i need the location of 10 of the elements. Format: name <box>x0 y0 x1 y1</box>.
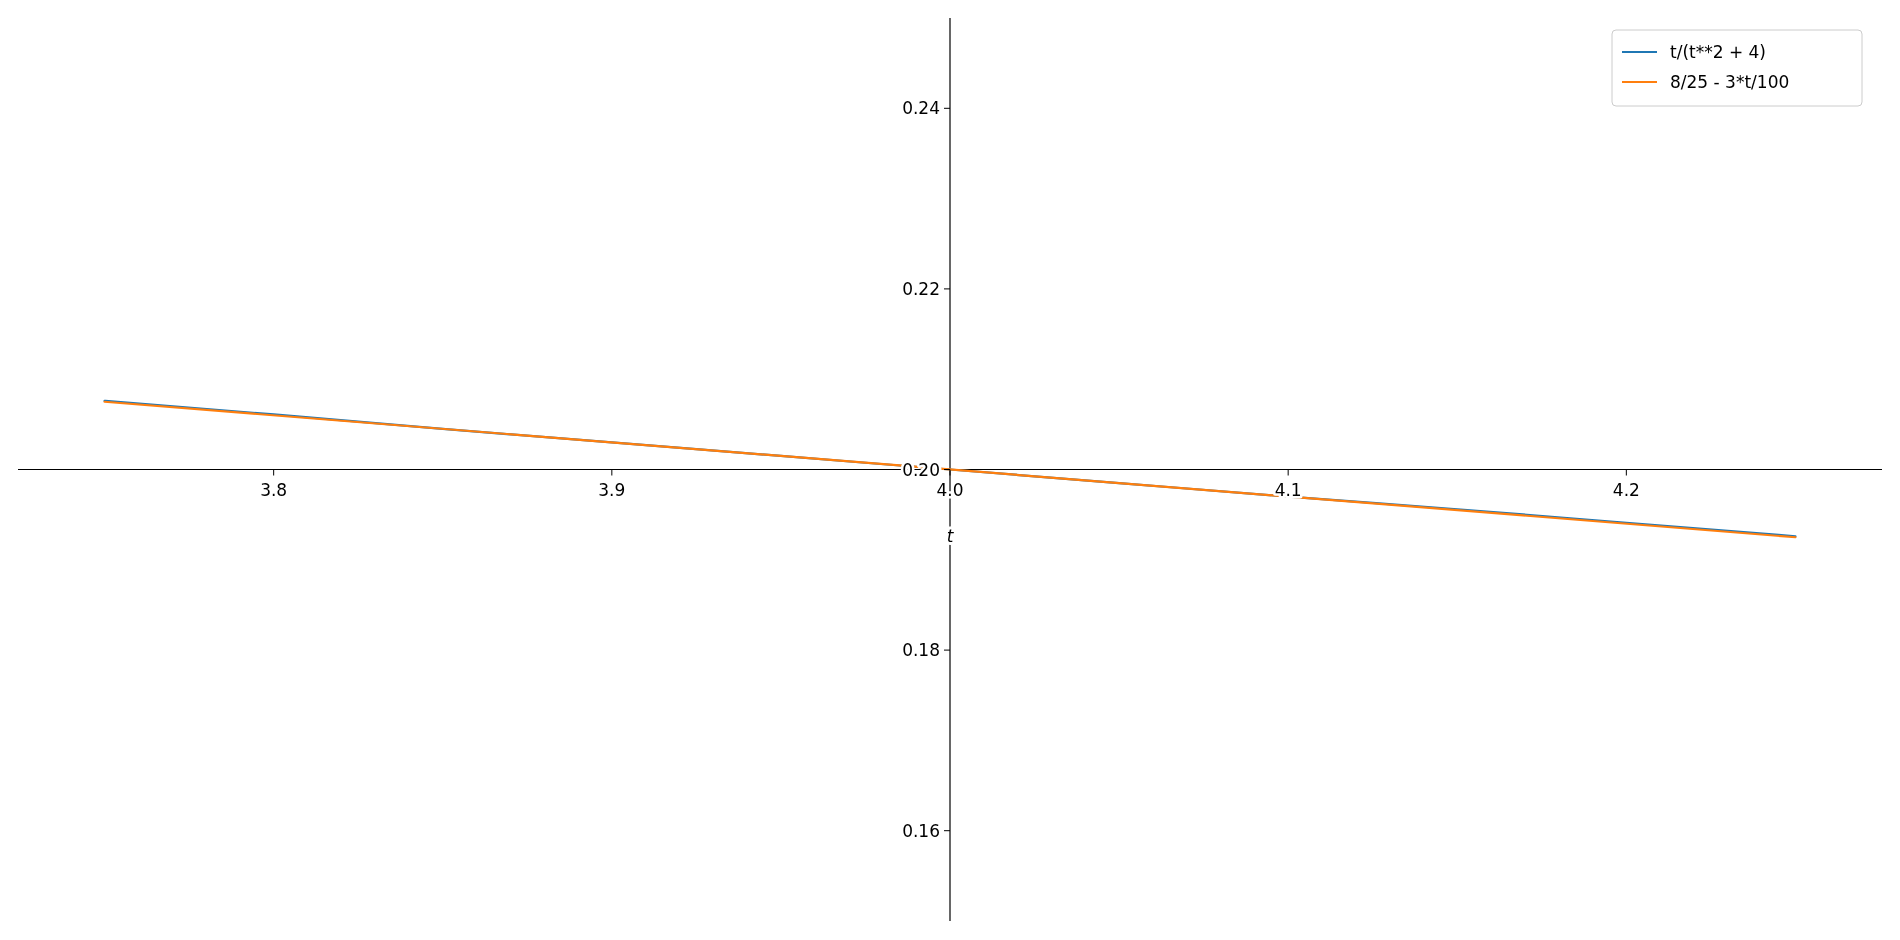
y-tick-label: 0.18 <box>902 640 940 661</box>
y-tick-label: 0.16 <box>902 820 940 841</box>
x-tick-label: 4.1 <box>1274 479 1302 500</box>
x-tick-label: 3.8 <box>260 479 288 500</box>
y-tick-label: 0.22 <box>902 278 940 299</box>
y-tick-label: 0.24 <box>902 98 940 119</box>
legend-label: 8/25 - 3*t/100 <box>1670 72 1790 92</box>
legend-label: t/(t**2 + 4) <box>1670 42 1767 62</box>
x-tick-label: 3.9 <box>598 479 626 500</box>
x-tick-label: 4.2 <box>1612 479 1640 500</box>
